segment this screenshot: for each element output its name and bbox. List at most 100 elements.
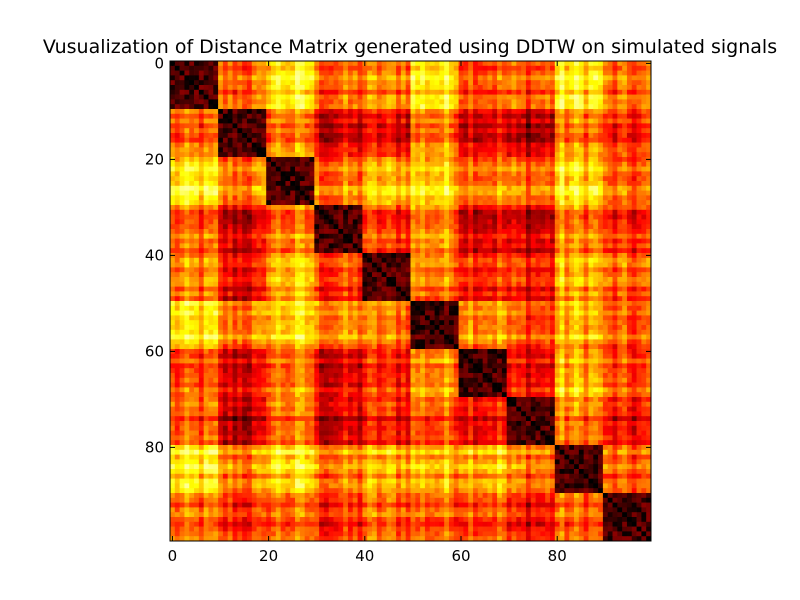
heatmap-cell <box>448 219 455 225</box>
heatmap-cell <box>492 75 498 81</box>
heatmap-cell <box>574 262 580 268</box>
heatmap-cell <box>246 248 253 254</box>
heatmap-cell <box>554 281 560 287</box>
heatmap-cell <box>429 75 435 81</box>
heatmap-cell <box>448 205 455 211</box>
heatmap-cell <box>626 157 633 163</box>
heatmap-cell <box>583 267 589 273</box>
heatmap-cell <box>631 142 637 148</box>
heatmap-cell <box>468 190 474 196</box>
heatmap-cell <box>477 181 483 187</box>
heatmap-cell <box>179 200 185 206</box>
heatmap-cell <box>477 152 483 158</box>
heatmap-cell <box>352 137 358 143</box>
heatmap-cell <box>602 161 609 167</box>
heatmap-cell <box>372 65 378 71</box>
heatmap-cell <box>203 267 209 273</box>
heatmap-cell <box>448 176 455 182</box>
heatmap-cell <box>434 128 440 134</box>
heatmap-cell <box>549 190 556 196</box>
heatmap-cell <box>420 152 426 158</box>
heatmap-cell <box>227 219 233 225</box>
heatmap-cell <box>636 253 642 259</box>
heatmap-cell <box>453 137 459 143</box>
heatmap-cell <box>598 248 604 254</box>
heatmap-cell <box>213 205 219 211</box>
heatmap-cell <box>612 190 618 196</box>
heatmap-cell <box>266 181 272 187</box>
heatmap-cell <box>309 267 315 273</box>
heatmap-cell <box>400 147 407 153</box>
heatmap-cell <box>170 229 176 235</box>
heatmap-cell <box>410 142 416 148</box>
heatmap-cell <box>319 209 325 215</box>
heatmap-cell <box>429 253 435 259</box>
heatmap-cell <box>275 224 281 230</box>
heatmap-cell <box>338 123 344 129</box>
heatmap-cell <box>352 65 358 71</box>
heatmap-cell <box>583 118 589 124</box>
heatmap-cell <box>434 166 440 172</box>
heatmap-cell <box>246 190 253 196</box>
heatmap-cell <box>256 104 262 110</box>
heatmap-cell <box>261 118 267 124</box>
heatmap-cell <box>271 118 277 124</box>
heatmap-cell <box>631 128 637 134</box>
heatmap-cell <box>179 291 185 297</box>
heatmap-cell <box>511 253 517 259</box>
heatmap-cell <box>607 257 613 263</box>
heatmap-cell <box>607 166 613 172</box>
heatmap-cell <box>631 113 637 119</box>
heatmap-cell <box>261 99 267 105</box>
heatmap-cell <box>218 238 224 244</box>
heatmap-cell <box>497 176 503 182</box>
heatmap-cell <box>256 80 262 86</box>
heatmap-cell <box>198 137 205 143</box>
heatmap-cell <box>400 214 407 220</box>
heatmap-cell <box>179 257 185 263</box>
heatmap-cell <box>545 161 551 167</box>
heatmap-cell <box>439 128 445 134</box>
heatmap-cell <box>396 205 402 211</box>
heatmap-cell <box>444 152 450 158</box>
heatmap-cell <box>343 89 349 95</box>
heatmap-cell <box>343 238 349 244</box>
heatmap-cell <box>636 281 642 287</box>
heatmap-cell <box>559 248 565 254</box>
heatmap-cell <box>492 238 498 244</box>
heatmap-cell <box>569 267 575 273</box>
heatmap-cell <box>434 70 440 76</box>
heatmap-cell <box>545 253 551 259</box>
heatmap-cell <box>208 113 214 119</box>
heatmap-cell <box>535 171 541 177</box>
heatmap-cell <box>242 61 248 67</box>
heatmap-cell <box>439 238 445 244</box>
heatmap-cell <box>444 176 450 182</box>
heatmap-cell <box>256 113 262 119</box>
heatmap-cell <box>309 152 315 158</box>
heatmap-cell <box>410 157 416 163</box>
heatmap-cell <box>170 109 176 115</box>
heatmap-cell <box>525 195 532 201</box>
heatmap-cell <box>415 61 421 67</box>
heatmap-cell <box>497 209 503 215</box>
heatmap-cell <box>612 286 618 292</box>
heatmap-cell <box>386 233 392 239</box>
heatmap-cell <box>487 104 493 110</box>
heatmap-cell <box>189 262 195 268</box>
heatmap-cell <box>554 80 560 86</box>
heatmap-cell <box>376 61 382 67</box>
heatmap-cell <box>400 277 407 283</box>
heatmap-cell <box>333 94 339 100</box>
heatmap-cell <box>189 147 195 153</box>
heatmap-cell <box>578 272 585 278</box>
heatmap-cell <box>501 157 508 163</box>
heatmap-cell <box>290 75 296 81</box>
heatmap-cell <box>170 104 176 110</box>
heatmap-cell <box>251 80 257 86</box>
heatmap-cell <box>593 262 599 268</box>
heatmap-cell <box>458 253 464 259</box>
heatmap-cell <box>179 277 185 283</box>
heatmap-cell <box>266 195 272 201</box>
heatmap-cell <box>232 200 238 206</box>
